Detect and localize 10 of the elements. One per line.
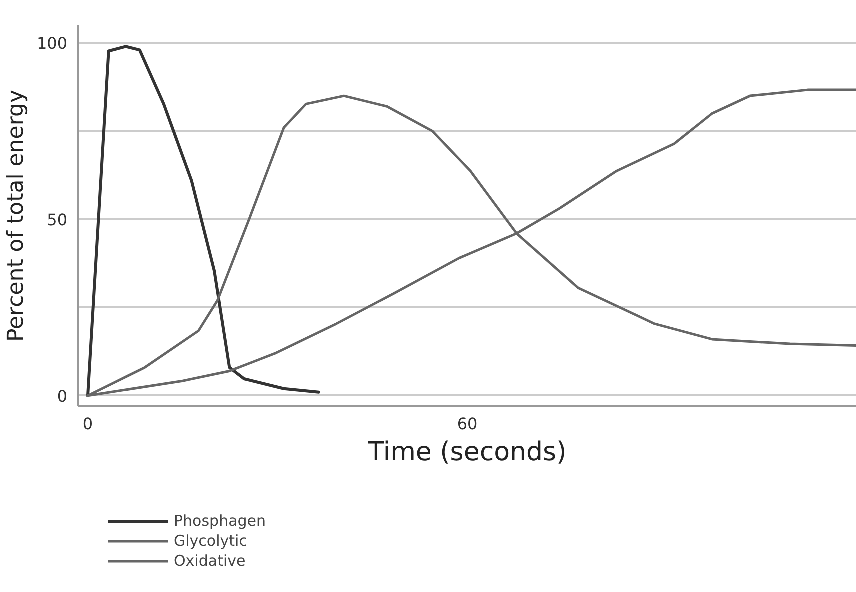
legend-label: Phosphagen [174, 512, 266, 530]
x-tick-label: 60 [457, 414, 478, 434]
y-tick-label: 0 [57, 386, 68, 406]
y-tick-label: 100 [36, 34, 68, 54]
y-tick-label: 50 [47, 210, 68, 230]
x-axis-title: Time (seconds) [367, 438, 567, 468]
legend-label: Oxidative [174, 552, 246, 570]
y-axis-title: Percent of total energy [4, 90, 29, 342]
legend-label: Glycolytic [174, 532, 248, 550]
line-series [86, 45, 320, 398]
